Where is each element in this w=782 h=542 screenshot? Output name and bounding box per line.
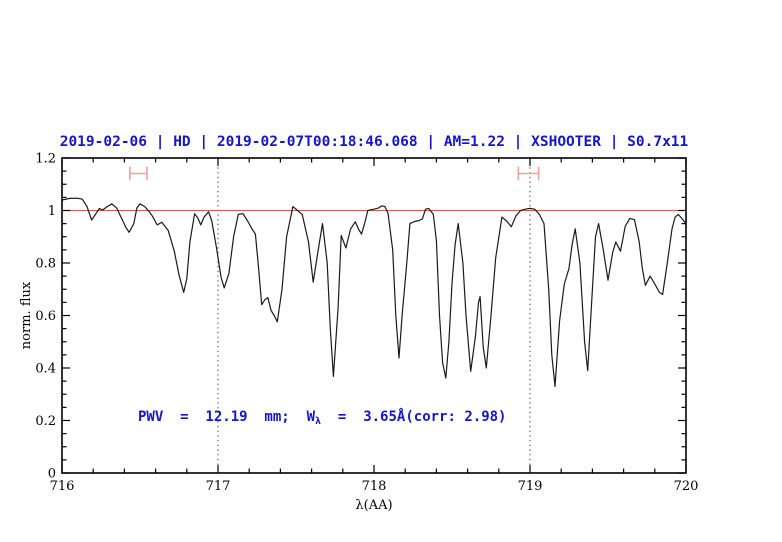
y-tick-label: 0.2 [35, 414, 56, 429]
x-tick-label: 720 [674, 479, 699, 494]
y-tick-label: 1 [48, 204, 56, 219]
y-tick-label: 0.4 [35, 362, 56, 377]
pwv-annotation: PWV = 12.19 mm; Wλ = 3.65Å(corr: 2.98) [138, 409, 506, 427]
axis-ticks [61, 157, 687, 474]
y-tick-labels: 0 0.2 0.4 0.6 0.8 1 1.2 [35, 152, 56, 482]
x-tick-labels: 716 717 718 719 720 [50, 479, 699, 494]
y-tick-label: 0.8 [35, 257, 56, 272]
x-tick-label: 719 [518, 479, 543, 494]
x-tick-label: 717 [206, 479, 231, 494]
pwv-value-text: PWV = 12.19 mm; W [138, 409, 316, 425]
y-tick-label: 1.2 [35, 152, 56, 167]
spectrum-line [61, 197, 687, 387]
equivalent-width-text: = 3.65Å(corr: 2.98) [321, 409, 507, 425]
x-tick-label: 718 [362, 479, 387, 494]
y-tick-label: 0 [48, 467, 56, 482]
x-axis-label: λ(AA) [355, 498, 392, 513]
x-tick-label: 716 [50, 479, 75, 494]
y-axis-label: norm. flux [19, 281, 34, 349]
lambda-subscript: λ [315, 416, 322, 427]
y-tick-label: 0.6 [35, 309, 56, 324]
range-markers [129, 166, 540, 181]
plot-title: 2019-02-06 | HD | 2019-02-07T00:18:46.06… [59, 134, 689, 150]
